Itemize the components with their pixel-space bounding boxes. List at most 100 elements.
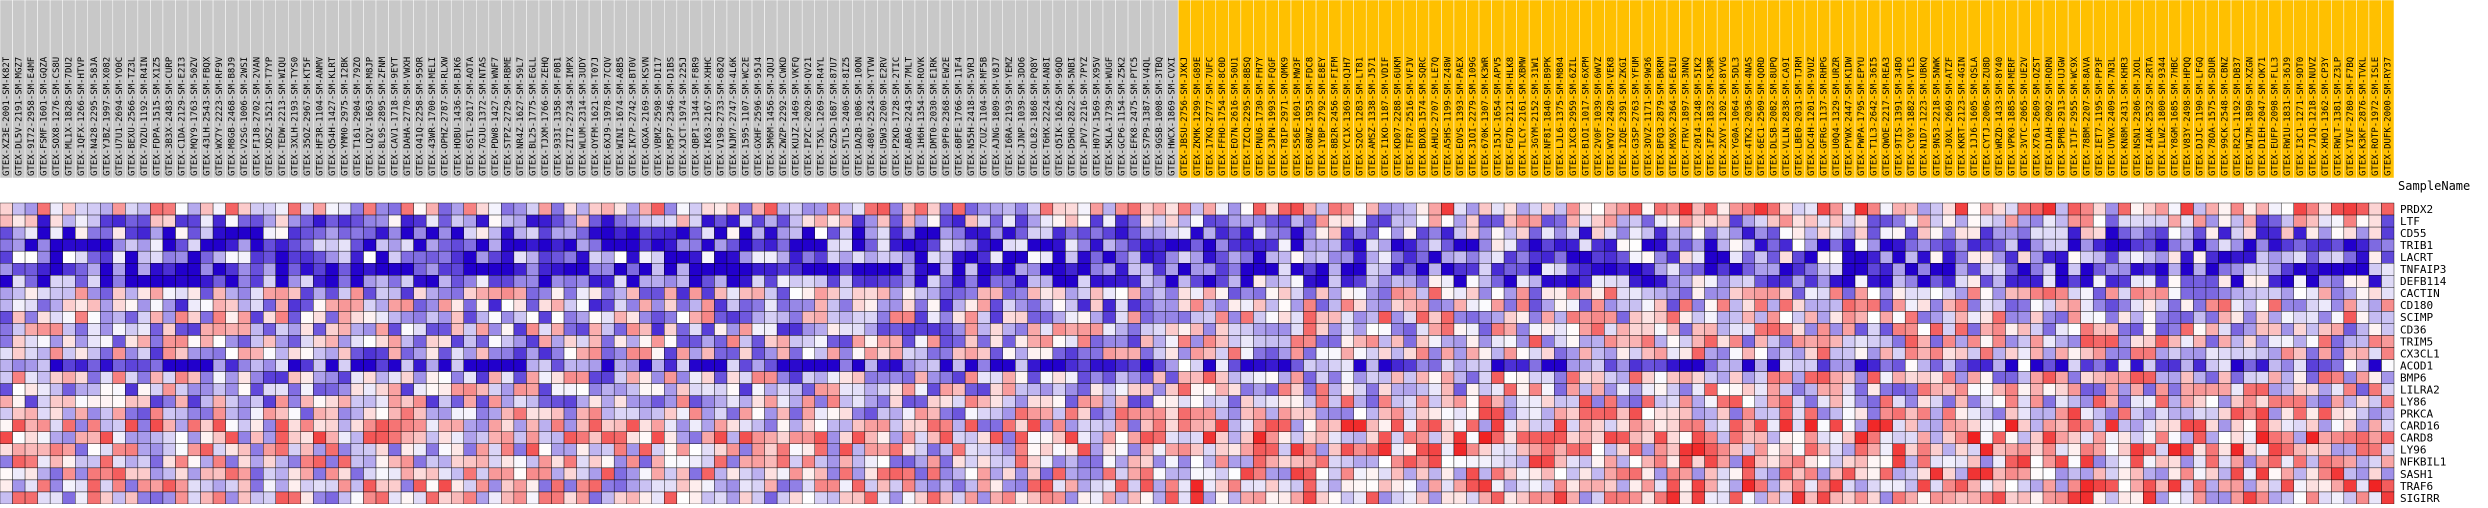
- sample-label: GTEX-M8GB-2468-SM-B8J9: [228, 57, 238, 176]
- heatmap-cell: [150, 359, 164, 372]
- heatmap-cell: [801, 407, 815, 420]
- heatmap-cell: [2143, 443, 2157, 457]
- heatmap-cell: [24, 287, 38, 300]
- heatmap-cell: [1554, 419, 1567, 432]
- heatmap-cell: [1666, 299, 1680, 312]
- heatmap-cell: [1340, 455, 1354, 469]
- heatmap-cell: [1767, 226, 1781, 240]
- heatmap-cell: [1955, 491, 1969, 505]
- heatmap-cell: [751, 335, 765, 348]
- heatmap-cell: [1453, 214, 1467, 228]
- heatmap-cell: [939, 359, 953, 372]
- heatmap-cell: [1917, 395, 1931, 408]
- heatmap-cell: [1767, 359, 1781, 372]
- heatmap-cell: [225, 479, 239, 493]
- heatmap-cell: [2205, 395, 2219, 408]
- heatmap-cell: [1955, 383, 1969, 396]
- heatmap-cell: [425, 479, 439, 493]
- heatmap-cell: [2168, 491, 2182, 505]
- heatmap-cell: [1955, 371, 1969, 384]
- heatmap-cell: [664, 455, 678, 469]
- heatmap-cell: [2092, 359, 2106, 372]
- heatmap-cell: [1478, 383, 1492, 396]
- heatmap-cell: [12, 371, 26, 384]
- heatmap-cell: [1641, 407, 1655, 420]
- heatmap-cell: [2193, 455, 2207, 469]
- heatmap-cell: [2243, 479, 2257, 493]
- heatmap-cell: [425, 347, 439, 360]
- heatmap-cell: [626, 263, 640, 276]
- heatmap-cell: [187, 299, 201, 312]
- heatmap-cell: [1829, 323, 1843, 336]
- heatmap-cell: [62, 287, 76, 300]
- heatmap-cell: [1967, 299, 1981, 312]
- heatmap-cell: [2042, 455, 2056, 469]
- heatmap-cell: [363, 226, 377, 240]
- heatmap-cell: [0, 359, 13, 372]
- heatmap-cell: [1967, 359, 1981, 372]
- heatmap-cell: [1792, 395, 1806, 408]
- heatmap-cell: [701, 467, 715, 481]
- heatmap-cell: [989, 250, 1003, 264]
- heatmap-cell: [1378, 407, 1392, 420]
- sample-label: GTEX-PNU6-1730-SM-FH7Y: [1255, 56, 1265, 176]
- heatmap-cell: [1353, 347, 1367, 360]
- heatmap-cell: [1353, 455, 1367, 469]
- heatmap-cell: [1917, 335, 1931, 348]
- heatmap-cell: [751, 311, 765, 324]
- heatmap-cell: [2092, 431, 2106, 445]
- heatmap-cell: [1265, 371, 1279, 384]
- heatmap-cell: [2055, 238, 2069, 252]
- heatmap-cell: [0, 455, 13, 469]
- heatmap-cell: [1215, 491, 1229, 505]
- heatmap-cell: [776, 479, 790, 493]
- heatmap-cell: [1328, 238, 1342, 252]
- heatmap-cell: [338, 238, 352, 252]
- heatmap-cell: [1177, 287, 1191, 300]
- heatmap-cell: [1629, 250, 1643, 264]
- heatmap-cell: [1378, 431, 1392, 445]
- heatmap-cell: [1015, 395, 1028, 408]
- heatmap-cell: [1228, 214, 1242, 228]
- heatmap-cell: [1328, 407, 1342, 420]
- heatmap-cell: [0, 443, 13, 457]
- heatmap-cell: [237, 443, 251, 457]
- heatmap-cell: [2155, 238, 2169, 252]
- heatmap-cell: [74, 263, 88, 276]
- heatmap-cell: [2017, 479, 2031, 493]
- heatmap-cell: [1804, 371, 1818, 384]
- heatmap-cell: [1240, 323, 1254, 336]
- heatmap-cell: [175, 311, 189, 324]
- heatmap-cell: [1528, 479, 1542, 493]
- heatmap-cell: [952, 347, 966, 360]
- heatmap-cell: [1190, 263, 1204, 276]
- heatmap-cell: [2017, 335, 2031, 348]
- heatmap-cell: [1604, 263, 1618, 276]
- heatmap-cell: [1779, 214, 1793, 228]
- heatmap-cell: [977, 383, 991, 396]
- heatmap-cell: [827, 323, 840, 336]
- heatmap-cell: [1215, 250, 1229, 264]
- heatmap-cell: [87, 443, 101, 457]
- heatmap-cell: [388, 214, 402, 228]
- heatmap-cell: [914, 491, 928, 505]
- heatmap-cell: [2268, 359, 2282, 372]
- heatmap-cell: [513, 250, 527, 264]
- heatmap-cell: [2130, 323, 2144, 336]
- heatmap-cell: [977, 347, 991, 360]
- heatmap-cell: [2230, 335, 2244, 348]
- heatmap-cell: [325, 491, 339, 505]
- heatmap-cell: [852, 226, 866, 240]
- heatmap-cell: [964, 323, 978, 336]
- heatmap-cell: [776, 383, 790, 396]
- heatmap-cell: [2193, 335, 2207, 348]
- heatmap-cell: [1265, 299, 1279, 312]
- heatmap-cell: [1140, 287, 1154, 300]
- heatmap-cell: [375, 347, 389, 360]
- heatmap-cell: [588, 431, 602, 445]
- heatmap-cell: [1842, 371, 1856, 384]
- heatmap-cell: [1754, 455, 1768, 469]
- heatmap-cell: [2268, 311, 2282, 324]
- heatmap-cell: [1804, 323, 1818, 336]
- heatmap-cell: [914, 455, 928, 469]
